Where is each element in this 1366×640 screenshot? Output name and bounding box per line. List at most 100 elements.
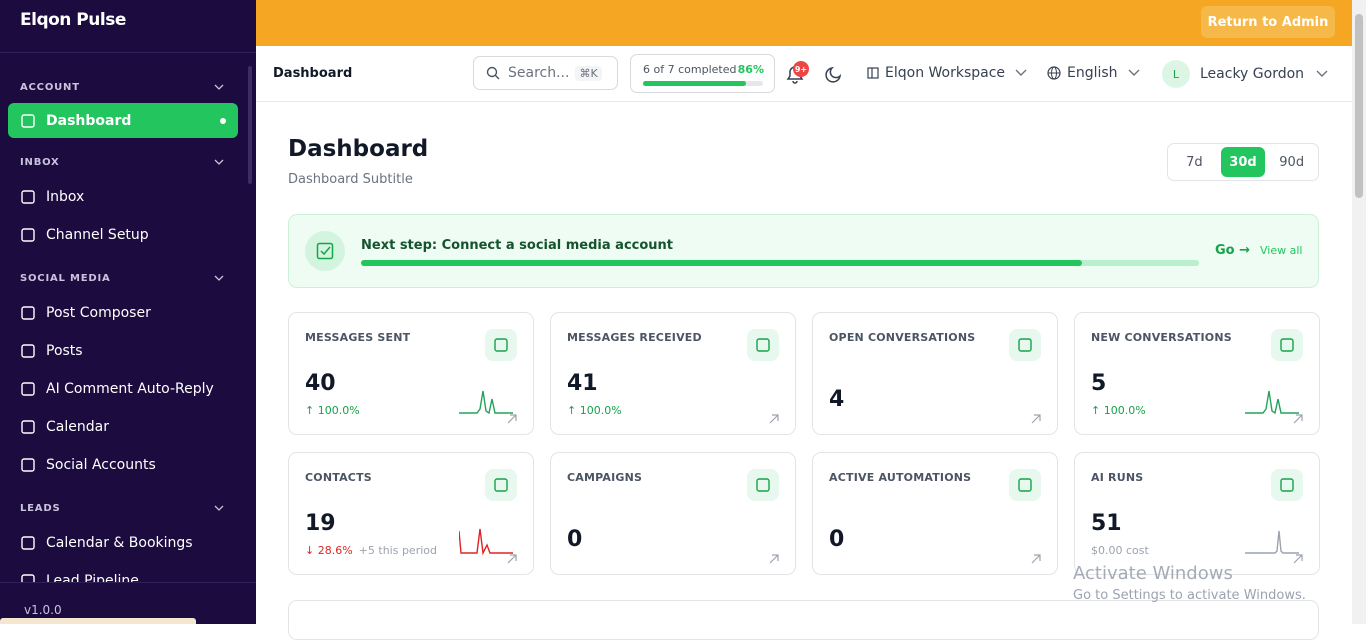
step-fill [361, 260, 1082, 266]
nav-item[interactable]: Dashboard [8, 103, 238, 138]
watermark-text: Go to Settings to activate Windows. [1073, 588, 1306, 603]
icon [756, 478, 770, 492]
range-option[interactable]: 30d [1220, 147, 1266, 177]
stat-icon [1271, 329, 1303, 361]
arrow-icon [769, 414, 779, 424]
section-title: SOCIAL MEDIA [20, 272, 111, 284]
nav-item[interactable]: Calendar [0, 408, 256, 446]
stat-icon [1009, 469, 1041, 501]
nav-item[interactable]: Inbox [0, 178, 256, 216]
toast-edge [0, 618, 196, 624]
nav-icon [21, 382, 35, 396]
nav-item[interactable]: Channel Setup [0, 216, 256, 254]
stat-card: OPEN CONVERSATIONS 4 [812, 312, 1058, 435]
chevron [1015, 69, 1027, 76]
sparkline [459, 387, 515, 419]
section-title: LEADS [20, 502, 61, 514]
sidebar: Elqon Pulse ACCOUNT Dashboard INBOX Inbox Ch… [0, 0, 256, 624]
stat-label: CAMPAIGNS [567, 471, 643, 484]
progress-fill [643, 81, 746, 86]
nav-label: Post Composer [46, 305, 151, 321]
sparkline-path [458, 528, 513, 556]
banner-icon [305, 231, 345, 271]
stat-icon [1271, 469, 1303, 501]
user-menu[interactable]: L Leacky Gordon [1162, 60, 1328, 88]
language-switcher[interactable]: English [1047, 65, 1140, 81]
progress-percent: 86% [737, 63, 764, 76]
sparkline-path [459, 390, 513, 415]
workspace-switcher[interactable]: Elqon Workspace [867, 65, 1027, 81]
stat-label: MESSAGES RECEIVED [567, 331, 702, 344]
arrow-icon [507, 414, 517, 424]
nav-item[interactable]: Lead Pipeline [0, 562, 256, 582]
panel [288, 600, 1319, 640]
stat-icon [747, 329, 779, 361]
language: English [1067, 65, 1118, 81]
sparkline [458, 527, 515, 559]
stat-sub: ↑ 100.0% [305, 404, 360, 417]
view-all-link[interactable]: View all [1260, 244, 1303, 257]
onboarding-progress[interactable]: 6 of 7 completed 86% [630, 54, 775, 93]
avatar: L [1162, 60, 1190, 88]
nav-label: Calendar & Bookings [46, 535, 193, 551]
stat-icon [1009, 329, 1041, 361]
trend-arrow [1031, 409, 1041, 428]
arrow-icon [1031, 414, 1041, 424]
sparkline-path [1245, 390, 1299, 415]
divider [0, 582, 256, 583]
trend-arrow [1293, 409, 1303, 428]
active-dot [220, 117, 226, 124]
brand[interactable]: Elqon Pulse [20, 10, 126, 30]
nav-item[interactable]: Calendar & Bookings [0, 524, 256, 562]
icon [756, 338, 770, 352]
next-step-text: Next step: Connect a social media accoun… [361, 238, 674, 253]
stat-value: 41 [567, 371, 598, 396]
nav-icon [21, 420, 35, 434]
range-option[interactable]: 90d [1279, 154, 1305, 170]
nav-label: Channel Setup [46, 227, 149, 243]
stat-value: 40 [305, 371, 336, 396]
range-option[interactable]: 7d [1186, 154, 1203, 170]
icon [1018, 338, 1032, 352]
stat-note: +5 this period [358, 544, 437, 557]
stat-card: AI RUNS 51 $0.00 cost [1074, 452, 1320, 575]
search-icon [486, 66, 500, 80]
nav-item[interactable]: AI Comment Auto-Reply [0, 370, 256, 408]
search-placeholder: Search... [508, 65, 570, 81]
arrow-icon [1293, 414, 1303, 424]
admin-bar [256, 0, 1352, 46]
arrow-icon [1031, 554, 1041, 564]
search[interactable]: Search... ⌘K [473, 56, 618, 90]
progress-text: 6 of 7 completed [643, 63, 737, 76]
section-header[interactable]: ACCOUNT [0, 71, 256, 103]
icon [494, 338, 508, 352]
section-header[interactable]: LEADS [0, 492, 256, 524]
stat-change: ↓ 28.6% [305, 544, 353, 557]
stat-sub: $0.00 cost [1091, 544, 1149, 557]
nav-label: Lead Pipeline [46, 573, 139, 582]
stat-card: MESSAGES RECEIVED 41 ↑ 100.0% [550, 312, 796, 435]
scrollbar [1352, 0, 1366, 624]
trend-arrow [507, 409, 517, 428]
nav-item[interactable]: Social Accounts [0, 446, 256, 484]
check-icon [316, 242, 334, 260]
stat-icon [485, 329, 517, 361]
section-header[interactable]: SOCIAL MEDIA [0, 262, 256, 294]
stat-change: ↑ 100.0% [1091, 404, 1146, 417]
icon [494, 478, 508, 492]
chevron [1128, 69, 1140, 76]
stat-label: CONTACTS [305, 471, 372, 484]
go-link[interactable]: Go → [1215, 243, 1251, 258]
sparkline [1245, 387, 1301, 419]
nav-item[interactable]: Post Composer [0, 294, 256, 332]
nav-item[interactable]: Posts [0, 332, 256, 370]
stat-card: CAMPAIGNS 0 [550, 452, 796, 575]
section-header[interactable]: INBOX [0, 146, 256, 178]
return-button[interactable]: Return to Admin [1201, 6, 1335, 38]
scroll-thumb [1355, 14, 1363, 198]
workspace-name: Elqon Workspace [885, 65, 1006, 81]
stat-sub: ↓ 28.6% +5 this period [305, 544, 437, 557]
stat-change: ↑ 100.0% [305, 404, 360, 417]
user-name: Leacky Gordon [1200, 66, 1305, 82]
theme-toggle[interactable] [825, 65, 843, 83]
